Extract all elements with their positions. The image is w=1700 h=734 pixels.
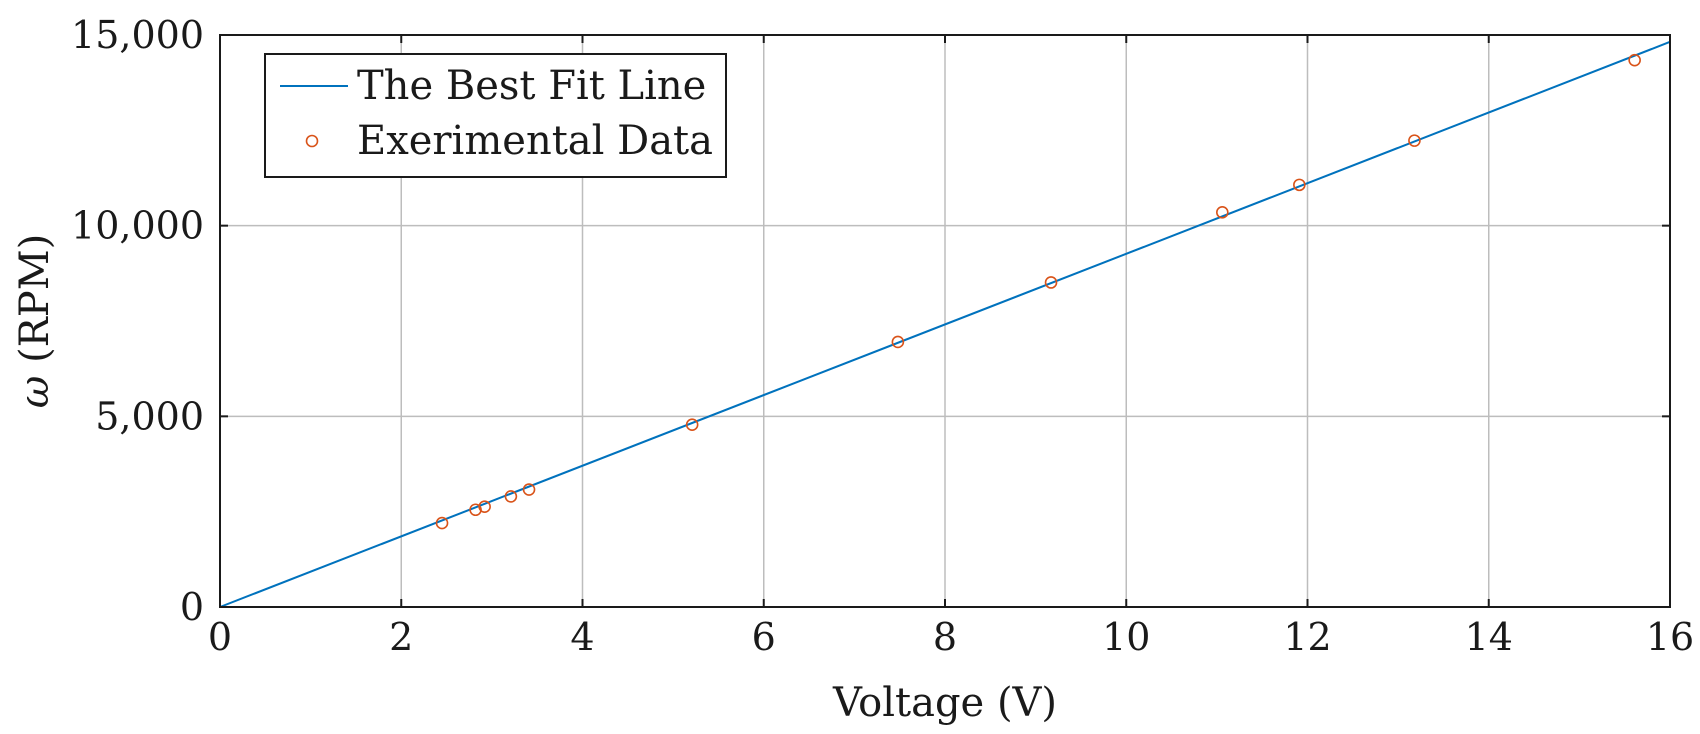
data-point [435,516,449,530]
legend-box [264,53,727,178]
data-point [504,490,518,503]
y-tick-label: 5,000 [95,394,204,438]
x-axis-label: Voltage (V) [832,680,1057,726]
legend-entry-best-fit: The Best Fit Line [357,63,706,109]
x-tick-label: 10 [1102,615,1150,659]
x-tick-label: 6 [752,615,776,659]
x-tick-label: 14 [1465,615,1513,659]
y-axis-label-unit: (RPM) [12,234,58,363]
data-point [522,483,536,496]
best-fit-line [219,40,1671,608]
data-point [1408,134,1421,147]
data-point [1628,53,1641,67]
legend-entry-experimental: Exerimental Data [357,118,713,164]
legend: The Best Fit Line Exerimental Data [264,53,727,178]
y-tick-label: 10,000 [71,204,204,248]
y-axis-label: ω (RPM) [12,234,58,409]
data-point [1216,206,1229,219]
y-tick-label: 15,000 [71,13,204,57]
x-tick-label: 16 [1646,615,1694,659]
axis-ticks: 0 2 4 6 8 10 12 14 16 0 5,000 10,000 15,000 [71,13,1694,659]
y-tick-label: 0 [180,585,204,629]
x-tick-label: 8 [933,615,957,659]
x-tick-label: 4 [570,615,594,659]
data-point [685,418,699,432]
plot-series [219,40,1671,608]
x-tick-label: 12 [1283,615,1331,659]
data-point [1044,276,1058,289]
data-point [478,500,491,514]
x-tick-label: 2 [389,615,413,659]
data-point [1293,178,1306,192]
data-point [891,335,905,349]
y-axis-label-symbol: ω [12,376,58,409]
data-point [469,503,482,517]
legend-marker-swatch [305,134,319,148]
x-tick-label: 0 [208,615,232,659]
